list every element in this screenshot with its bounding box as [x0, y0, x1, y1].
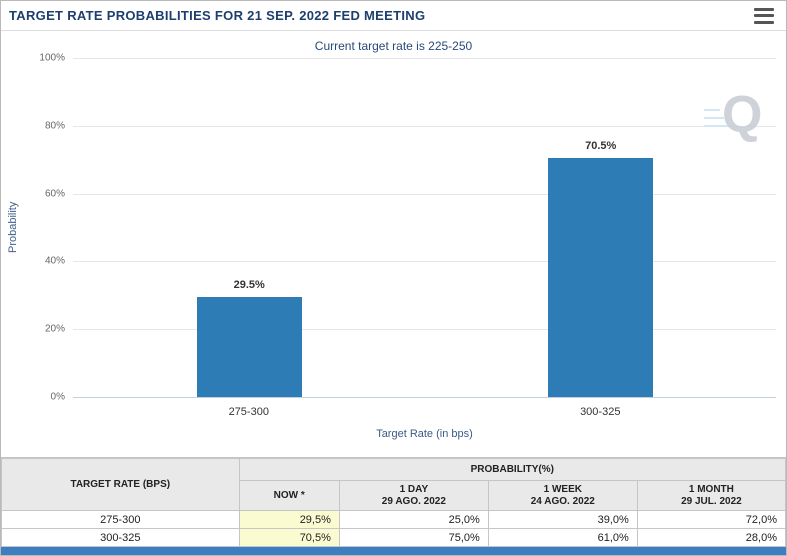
- table-header-1-week: 1 WEEK 24 AGO. 2022: [487, 480, 638, 511]
- bar[interactable]: [548, 158, 654, 397]
- x-category-label: 275-300: [228, 406, 269, 418]
- q-logo-watermark-icon: Q: [704, 80, 762, 151]
- svg-text:Q: Q: [722, 86, 762, 144]
- column-label: 1 WEEK: [543, 483, 582, 495]
- x-category-label: 300-325: [580, 406, 621, 418]
- highlighted-row-strip: [1, 547, 786, 555]
- day-probability-cell: 25,0%: [338, 510, 489, 529]
- table-row: 275-300 29,5% 25,0% 39,0% 72,0%: [1, 510, 786, 529]
- hamburger-bar: [754, 7, 774, 11]
- gridline-40: [73, 261, 776, 263]
- bar-column-275-300: 29.5%: [196, 58, 302, 397]
- column-label: NOW *: [273, 489, 305, 501]
- rate-cell: 275-300: [1, 510, 240, 529]
- probability-bar-chart: Current target rate is 225-250 Probabili…: [1, 31, 786, 455]
- plot-area: 100% 80% 60% 40% 20% 0% 29.5% 70.5%: [39, 53, 776, 403]
- hamburger-menu-icon[interactable]: [754, 7, 774, 24]
- y-tick-label: 0%: [50, 391, 65, 403]
- x-axis-labels: 275-300 300-325: [73, 406, 776, 422]
- hamburger-bar: [754, 20, 774, 24]
- y-tick-label: 60%: [44, 188, 65, 200]
- now-probability-cell: 70,5%: [238, 528, 340, 547]
- probability-table: TARGET RATE (BPS) PROBABILITY(%) NOW * 1…: [1, 458, 786, 547]
- day-probability-cell: 75,0%: [338, 528, 489, 547]
- table-header-1-day: 1 DAY 29 AGO. 2022: [338, 480, 489, 511]
- title-bar: TARGET RATE PROBABILITIES FOR 21 SEP. 20…: [1, 1, 786, 31]
- bar-column-300-325: 70.5%: [548, 58, 654, 397]
- y-tick-label: 80%: [44, 120, 65, 132]
- hamburger-bar: [754, 14, 774, 17]
- column-date: 24 AGO. 2022: [530, 495, 595, 507]
- y-tick-label: 100%: [39, 52, 65, 64]
- gridline-60: [73, 193, 776, 195]
- table-header-target-rate: TARGET RATE (BPS): [1, 458, 240, 511]
- week-probability-cell: 61,0%: [487, 528, 638, 547]
- column-label: 1 DAY: [399, 483, 429, 495]
- gridline-20: [73, 329, 776, 331]
- probability-table-section: TARGET RATE (BPS) PROBABILITY(%) NOW * 1…: [1, 457, 786, 555]
- bar-value-label: 70.5%: [585, 140, 617, 153]
- bar-value-label: 29.5%: [233, 279, 265, 291]
- x-axis-line: [73, 397, 776, 398]
- column-label: 1 MONTH: [688, 483, 734, 495]
- table-header-now: NOW *: [238, 480, 340, 511]
- page-title: TARGET RATE PROBABILITIES FOR 21 SEP. 20…: [9, 8, 426, 23]
- y-axis-title: Probability: [7, 201, 19, 254]
- month-probability-cell: 72,0%: [636, 510, 786, 529]
- column-date: 29 AGO. 2022: [381, 495, 446, 507]
- x-axis-title: Target Rate (in bps): [376, 428, 473, 440]
- table-header-1-month: 1 MONTH 29 JUL. 2022: [636, 480, 786, 511]
- table-header-probability: PROBABILITY(%): [238, 458, 786, 481]
- y-tick-label: 40%: [44, 255, 65, 267]
- gridline-80: [73, 125, 776, 127]
- chart-subtitle: Current target rate is 225-250: [314, 39, 473, 53]
- gridline-100: [73, 58, 776, 59]
- month-probability-cell: 28,0%: [636, 528, 786, 547]
- week-probability-cell: 39,0%: [487, 510, 638, 529]
- bar[interactable]: [196, 297, 302, 397]
- column-date: 29 JUL. 2022: [681, 495, 742, 507]
- y-tick-label: 20%: [44, 323, 65, 335]
- now-probability-cell: 29,5%: [238, 510, 340, 529]
- rate-cell: 300-325: [1, 528, 240, 547]
- table-row: 300-325 70,5% 75,0% 61,0% 28,0%: [1, 528, 786, 547]
